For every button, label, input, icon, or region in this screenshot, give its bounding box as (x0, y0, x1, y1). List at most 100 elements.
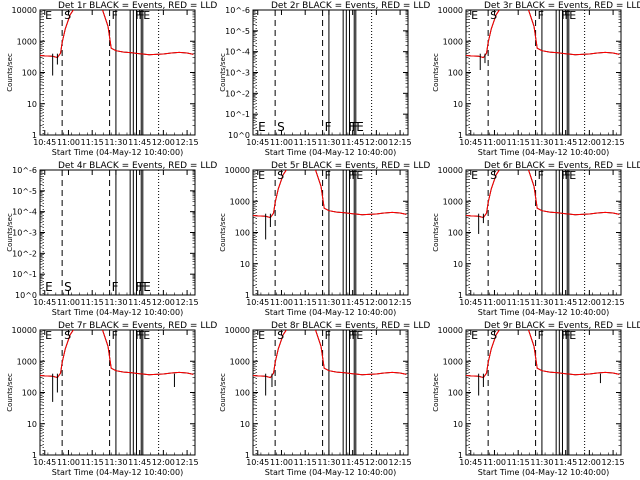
y-tick-label: 1 (458, 291, 463, 300)
chart-panel-8: Det 8r BLACK = Events, RED = LLD 1 10 100 10… (219, 321, 430, 477)
x-tick-label: 11:00 (483, 298, 506, 307)
x-tick-label: 11:45 (128, 298, 151, 307)
time-marker-label: E (569, 329, 576, 342)
time-marker-label: E (258, 329, 265, 342)
plot-frame (252, 329, 409, 456)
y-tick-label: 10^-2 (225, 89, 250, 98)
time-marker-label: F (564, 9, 570, 22)
time-marker-label: F (112, 329, 118, 342)
y-tick-label: 10 (27, 100, 37, 109)
y-tick-label: 10000 (438, 6, 463, 15)
time-marker-label: E (471, 9, 478, 22)
x-tick-label: 11:45 (128, 458, 151, 467)
x-tick-label: 11:45 (554, 458, 577, 467)
panel-title: Det 9r BLACK = Events, RED = LLD (484, 321, 640, 331)
time-marker-label: E (258, 169, 265, 182)
plot-frame (39, 9, 196, 136)
y-tick-label: 1000 (17, 357, 37, 366)
chart-panel-2: Det 2r BLACK = Events, RED = LLD 10^0 10^-… (219, 1, 430, 157)
x-tick-label: 10:45 (246, 458, 269, 467)
x-tick-label: 10:45 (459, 138, 482, 147)
y-axis-label: Counts/sec (6, 53, 14, 92)
y-tick-label: 10 (240, 420, 250, 429)
x-tick-label: 11:15 (507, 458, 530, 467)
x-tick-label: 12:15 (389, 458, 412, 467)
x-axis-label: Start Time (04-May-12 10:40:00) (265, 468, 396, 477)
chart-panel-9: Det 9r BLACK = Events, RED = LLD 1 10 100 10… (432, 321, 640, 477)
time-marker-label: F (135, 9, 141, 22)
x-tick-label: 11:45 (341, 298, 364, 307)
x-tick-label: 12:00 (152, 298, 175, 307)
x-tick-label: 12:00 (578, 458, 601, 467)
time-marker-label: E (471, 329, 478, 342)
x-tick-label: 12:15 (389, 138, 412, 147)
x-tick-label: 11:00 (270, 298, 293, 307)
x-tick-label: 11:15 (507, 298, 530, 307)
time-marker-label: F (564, 169, 570, 182)
y-tick-label: 10 (27, 420, 37, 429)
x-tick-label: 11:30 (104, 298, 127, 307)
series-lld-line (466, 170, 620, 219)
x-tick-label: 11:15 (81, 458, 104, 467)
time-marker-label: F (138, 329, 144, 342)
x-tick-label: 11:00 (270, 138, 293, 147)
series-lld-line (466, 10, 620, 59)
y-tick-label: 10^-5 (12, 187, 37, 196)
chart-panel-3: Det 3r BLACK = Events, RED = LLD 1 10 100 10… (432, 1, 640, 157)
time-marker-label: F (138, 9, 144, 22)
x-tick-label: 12:00 (578, 138, 601, 147)
time-marker-label: E (143, 329, 150, 342)
x-tick-label: 12:15 (602, 138, 625, 147)
chart-panel-1: Det 1r BLACK = Events, RED = LLD 1 10 100 10… (6, 1, 217, 157)
x-tick-label: 11:15 (294, 458, 317, 467)
x-tick-label: 11:15 (294, 138, 317, 147)
x-tick-label: 12:00 (365, 138, 388, 147)
series-lld-line (40, 330, 194, 379)
time-marker-label: F (112, 9, 118, 22)
x-tick-label: 12:00 (365, 458, 388, 467)
x-tick-label: 11:30 (530, 458, 553, 467)
x-tick-label: 12:15 (389, 298, 412, 307)
y-tick-label: 10^-4 (12, 208, 37, 217)
x-tick-label: 12:00 (365, 298, 388, 307)
chart-panel-4: Det 4r BLACK = Events, RED = LLD 10^0 10^-… (6, 161, 217, 317)
time-marker-label: E (569, 9, 576, 22)
panel-title: Det 4r BLACK = Events, RED = LLD (58, 161, 217, 171)
y-tick-label: 10000 (12, 326, 37, 335)
x-tick-label: 10:45 (246, 138, 269, 147)
y-tick-label: 10000 (438, 166, 463, 175)
x-tick-label: 10:45 (459, 458, 482, 467)
y-tick-label: 10 (453, 420, 463, 429)
time-marker-label: S (64, 329, 71, 342)
x-tick-label: 11:30 (530, 138, 553, 147)
x-tick-label: 10:45 (459, 298, 482, 307)
y-axis-label: Counts/sec (432, 213, 440, 252)
y-tick-label: 1000 (443, 197, 463, 206)
y-tick-label: 1000 (230, 197, 250, 206)
x-tick-label: 10:45 (33, 138, 56, 147)
time-marker-label: F (112, 280, 119, 294)
y-tick-label: 100 (235, 389, 250, 398)
y-tick-label: 100 (448, 389, 463, 398)
x-tick-label: 11:30 (317, 298, 340, 307)
time-marker-label: F (325, 120, 332, 134)
y-tick-label: 10^-1 (225, 110, 250, 119)
plot-frame (465, 9, 622, 136)
series-lld-line (253, 330, 407, 379)
x-tick-label: 10:45 (246, 298, 269, 307)
time-marker-label: F (561, 169, 567, 182)
time-marker-label: F (351, 329, 357, 342)
series-lld-line (466, 330, 620, 379)
y-tick-label: 10^-6 (225, 6, 250, 15)
y-axis-label: Counts/sec (432, 53, 440, 92)
panel-title: Det 7r BLACK = Events, RED = LLD (58, 321, 217, 331)
time-marker-label: E (45, 280, 53, 294)
time-marker-label: E (143, 280, 151, 294)
y-tick-label: 100 (22, 389, 37, 398)
x-tick-label: 10:45 (33, 298, 56, 307)
y-tick-label: 1000 (230, 357, 250, 366)
y-tick-label: 10000 (438, 326, 463, 335)
y-tick-label: 1000 (443, 357, 463, 366)
time-marker-label: S (490, 329, 497, 342)
plot-frame (465, 329, 622, 456)
